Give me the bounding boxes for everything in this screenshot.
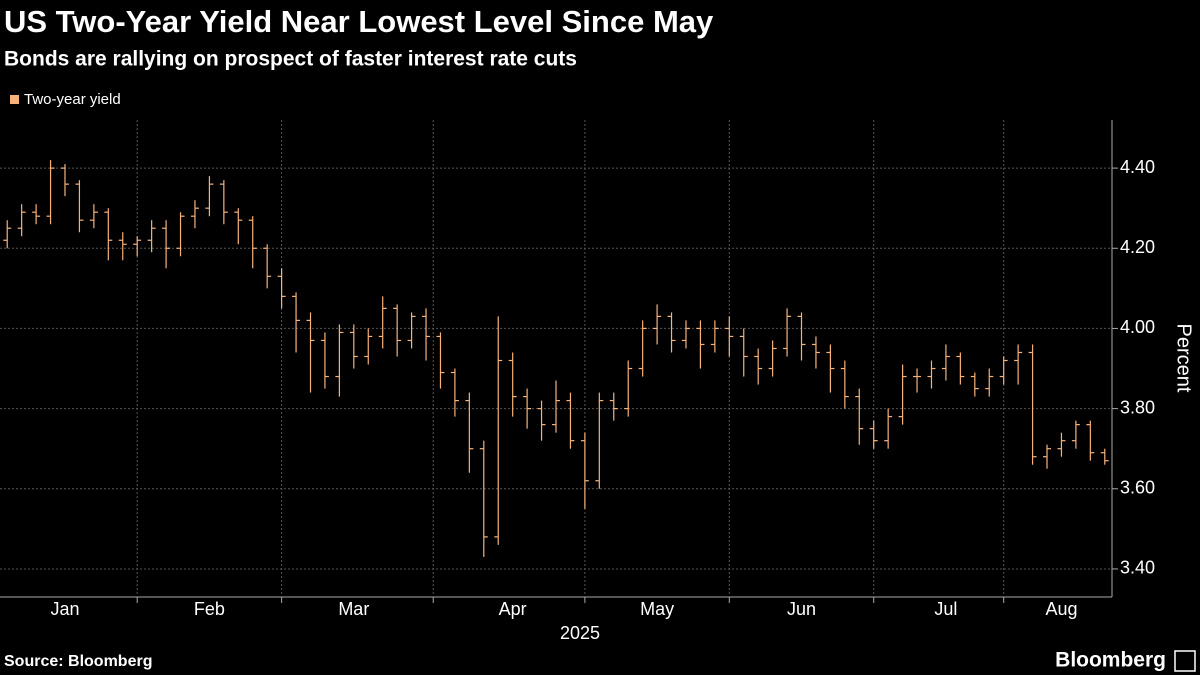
brand: Bloomberg bbox=[1055, 649, 1166, 672]
chart-title: US Two-Year Yield Near Lowest Level Sinc… bbox=[4, 4, 714, 39]
x-tick-label: Apr bbox=[499, 599, 527, 619]
x-axis-label: 2025 bbox=[560, 623, 600, 643]
y-tick-label: 3.80 bbox=[1120, 397, 1155, 417]
x-tick-label: Aug bbox=[1045, 599, 1077, 619]
y-tick-label: 3.60 bbox=[1120, 478, 1155, 498]
x-tick-label: Mar bbox=[338, 599, 369, 619]
legend-swatch bbox=[10, 95, 19, 104]
x-tick-label: Jul bbox=[934, 599, 957, 619]
y-tick-label: 4.40 bbox=[1120, 157, 1155, 177]
brand-icon bbox=[1174, 650, 1196, 672]
source: Source: Bloomberg bbox=[4, 653, 152, 670]
x-tick-label: Feb bbox=[194, 599, 225, 619]
y-tick-label: 4.20 bbox=[1120, 237, 1155, 257]
chart-subtitle: Bonds are rallying on prospect of faster… bbox=[4, 48, 577, 71]
y-axis-label: Percent bbox=[1173, 324, 1195, 393]
y-tick-label: 4.00 bbox=[1120, 317, 1155, 337]
x-tick-label: Jan bbox=[50, 599, 79, 619]
x-tick-label: Jun bbox=[787, 599, 816, 619]
y-tick-label: 3.40 bbox=[1120, 558, 1155, 578]
legend-label: Two-year yield bbox=[24, 91, 121, 108]
x-tick-label: May bbox=[640, 599, 674, 619]
